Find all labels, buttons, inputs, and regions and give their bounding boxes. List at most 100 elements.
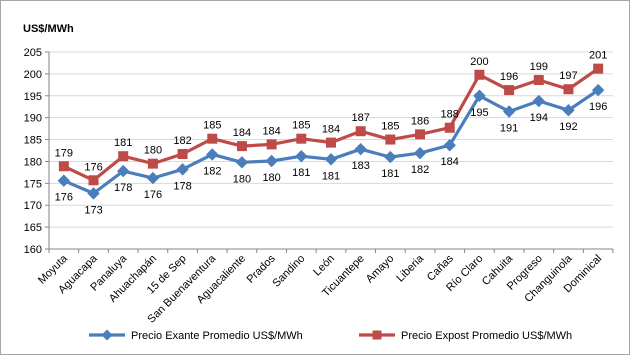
data-label: 173	[84, 204, 102, 216]
data-label: 184	[233, 127, 251, 139]
data-point	[324, 153, 338, 166]
data-label: 176	[144, 189, 162, 201]
y-tick-label: 195	[24, 91, 42, 103]
data-point	[58, 161, 69, 172]
data-label: 180	[144, 145, 162, 157]
data-point	[591, 83, 605, 97]
data-label: 184	[262, 125, 280, 137]
legend-entry-label: Precio Exante Promedio US$/MWh	[131, 330, 303, 342]
data-point	[177, 149, 188, 160]
data-point	[532, 94, 545, 108]
data-label: 182	[203, 165, 221, 177]
data-point	[474, 69, 485, 80]
data-point	[355, 126, 366, 137]
y-tick-label: 200	[24, 69, 42, 81]
data-label: 176	[84, 161, 102, 173]
data-point	[206, 148, 219, 161]
y-tick-label: 160	[24, 244, 42, 256]
data-label: 180	[262, 172, 280, 184]
data-point	[117, 164, 130, 178]
data-label: 191	[500, 123, 518, 135]
data-point	[295, 149, 308, 163]
data-label: 185	[203, 120, 221, 132]
x-tick-label: Sandino	[270, 253, 307, 290]
data-label: 192	[559, 121, 577, 133]
data-point	[88, 175, 99, 186]
data-label: 178	[173, 180, 191, 192]
data-point	[504, 85, 515, 96]
data-label: 187	[352, 112, 370, 124]
data-point	[415, 129, 426, 140]
data-point	[443, 139, 456, 152]
y-tick-label: 165	[24, 222, 42, 234]
data-point	[354, 142, 367, 156]
legend-marker	[372, 330, 382, 340]
data-label: 182	[173, 135, 191, 147]
y-tick-label: 205	[24, 47, 42, 59]
data-label: 185	[292, 120, 310, 132]
x-tick-label: Amayo	[364, 253, 397, 286]
data-point	[57, 174, 71, 187]
data-point	[87, 187, 100, 200]
data-label: 181	[381, 168, 399, 180]
data-point	[473, 89, 486, 102]
data-label: 186	[411, 115, 429, 127]
data-point	[562, 104, 575, 117]
data-point	[266, 139, 277, 150]
data-point	[533, 75, 544, 86]
data-label: 188	[441, 109, 459, 121]
data-point	[146, 171, 160, 185]
data-point	[296, 133, 307, 144]
y-tick-label: 185	[24, 135, 42, 147]
data-label: 181	[292, 167, 310, 179]
data-label: 180	[233, 173, 251, 185]
data-label: 176	[55, 192, 73, 204]
data-label: 181	[114, 137, 132, 149]
data-point	[176, 163, 189, 176]
data-label: 181	[322, 170, 340, 182]
series-layer	[57, 63, 605, 200]
data-point	[385, 134, 396, 145]
data-label: 194	[530, 112, 548, 124]
data-labels: 176 173 178 176 178 182 180 180 181 181 183 181 182 1…	[55, 50, 608, 217]
x-tick-label: Liberia	[394, 252, 426, 284]
data-label: 179	[55, 147, 73, 159]
data-label: 196	[589, 101, 607, 113]
data-label: 200	[470, 56, 488, 68]
data-label: 201	[589, 50, 607, 62]
data-label: 178	[114, 182, 132, 194]
y-tick-label: 170	[24, 200, 42, 212]
data-label: 199	[530, 61, 548, 73]
data-point	[118, 151, 129, 162]
legend-entry-label: Precio Expost Promedio US$/MWh	[401, 330, 572, 342]
data-point	[207, 133, 218, 144]
data-label: 185	[381, 121, 399, 133]
data-point	[384, 150, 397, 164]
data-point	[444, 122, 455, 133]
data-label: 195	[470, 107, 488, 119]
data-point	[563, 84, 574, 95]
data-label: 197	[559, 70, 577, 82]
data-point	[502, 105, 516, 118]
legend-marker	[101, 329, 113, 341]
data-point	[265, 154, 278, 168]
data-point	[235, 156, 249, 169]
data-point	[236, 141, 247, 152]
x-tick-label: León	[311, 253, 337, 279]
y-tick-label: 180	[24, 156, 42, 168]
data-label: 184	[322, 124, 340, 136]
legend: Precio Exante Promedio US$/MWh Precio Exp…	[89, 329, 572, 342]
data-label: 184	[441, 156, 459, 168]
y-tick-label: 190	[24, 113, 42, 125]
data-label: 196	[500, 71, 518, 83]
data-point	[147, 158, 158, 169]
data-label: 182	[411, 164, 429, 176]
axes: 160165170175180185190195200205MoyutaAgua…	[24, 47, 614, 326]
data-point	[326, 137, 336, 148]
data-label: 183	[352, 160, 370, 172]
y-axis-unit-label: US$/MWh	[23, 23, 74, 35]
y-tick-label: 175	[24, 178, 42, 190]
data-point	[413, 146, 427, 160]
